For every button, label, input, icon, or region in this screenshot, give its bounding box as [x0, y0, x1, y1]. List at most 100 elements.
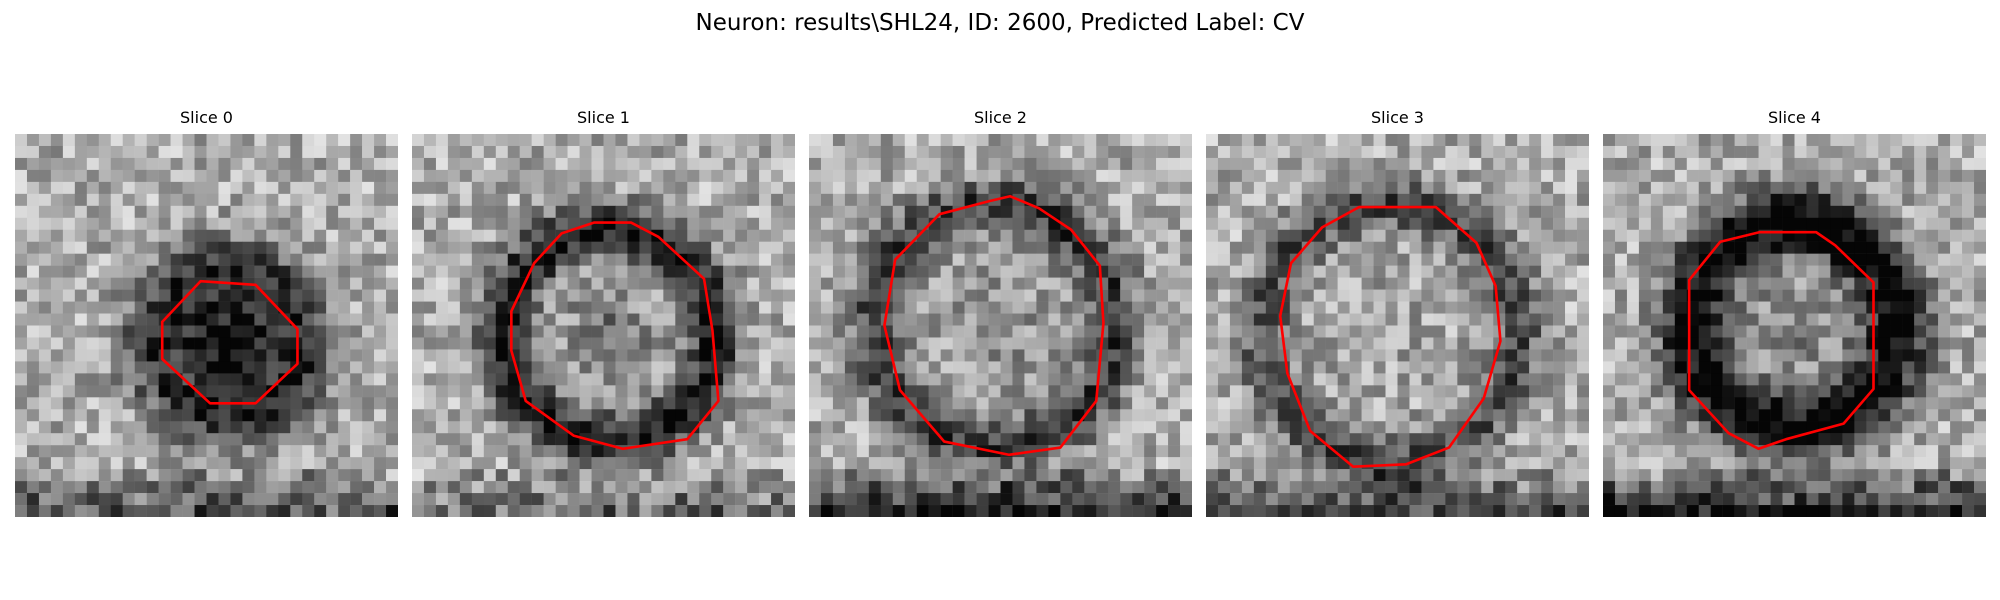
pixel — [531, 134, 544, 147]
pixel — [759, 217, 772, 230]
pixel — [182, 277, 195, 290]
pixel — [759, 493, 772, 506]
pixel — [86, 169, 100, 183]
pixel — [832, 277, 846, 290]
pixel — [904, 373, 917, 386]
pixel — [1842, 157, 1855, 171]
pixel — [1409, 433, 1422, 446]
pixel — [1337, 181, 1350, 195]
pixel — [1830, 193, 1843, 207]
pixel — [1565, 169, 1578, 183]
pixel — [687, 205, 700, 219]
pixel — [15, 277, 28, 290]
pixel — [1024, 409, 1037, 422]
pixel — [651, 313, 664, 326]
pixel — [278, 433, 291, 446]
pixel — [1638, 397, 1652, 410]
pixel — [495, 253, 508, 266]
pixel — [1962, 169, 1975, 183]
pixel — [940, 493, 953, 506]
pixel — [15, 325, 28, 338]
pixel — [86, 253, 100, 266]
pixel — [964, 265, 977, 278]
pixel — [15, 241, 28, 254]
pixel — [928, 325, 941, 338]
pixel — [904, 134, 917, 147]
pixel — [783, 313, 795, 326]
pixel — [1132, 145, 1145, 159]
pixel — [1144, 193, 1157, 207]
pixel — [1000, 325, 1013, 338]
pixel — [374, 457, 387, 470]
pixel — [1517, 193, 1530, 207]
pixel — [1938, 145, 1951, 159]
pixel — [1144, 241, 1157, 254]
pixel — [759, 169, 772, 183]
pixel — [495, 181, 508, 195]
pixel — [134, 313, 147, 326]
pixel — [1024, 253, 1037, 266]
pixel — [1603, 337, 1616, 350]
pixel — [350, 493, 363, 506]
pixel — [519, 145, 532, 159]
pixel — [1433, 217, 1446, 230]
pixel — [447, 205, 461, 219]
pixel — [412, 337, 425, 350]
pixel — [507, 481, 520, 494]
pixel — [254, 421, 267, 434]
pixel — [1782, 301, 1795, 314]
pixel — [1421, 505, 1434, 517]
pixel — [1481, 397, 1494, 410]
pixel — [1890, 301, 1903, 314]
pixel — [206, 145, 219, 159]
pixel — [254, 457, 267, 470]
pixel — [1301, 457, 1314, 470]
pixel — [182, 325, 195, 338]
pixel — [723, 253, 736, 266]
pixel — [1048, 134, 1061, 147]
pixel — [639, 397, 652, 410]
pixel — [374, 265, 387, 278]
pixel — [74, 493, 88, 506]
pixel — [471, 433, 485, 446]
pixel — [1794, 409, 1807, 422]
pixel — [1914, 217, 1927, 230]
pixel — [1541, 409, 1554, 422]
pixel — [1626, 265, 1640, 278]
pixel — [170, 145, 183, 159]
pixel — [1505, 337, 1518, 350]
pixel — [675, 277, 688, 290]
pixel — [194, 457, 207, 470]
pixel — [723, 145, 736, 159]
pixel — [62, 134, 76, 147]
pixel — [1565, 134, 1578, 147]
pixel — [1938, 421, 1951, 434]
pixel — [928, 241, 941, 254]
pixel — [254, 157, 267, 171]
pixel — [1758, 325, 1771, 338]
pixel — [1361, 337, 1374, 350]
pixel — [1048, 433, 1061, 446]
pixel — [1433, 481, 1446, 494]
pixel — [1914, 409, 1927, 422]
pixel — [1385, 493, 1398, 506]
pixel — [1746, 205, 1759, 219]
pixel — [1373, 433, 1386, 446]
pixel — [820, 169, 834, 183]
pixel — [1373, 241, 1386, 254]
pixel — [699, 421, 712, 434]
pixel — [412, 457, 425, 470]
pixel — [314, 421, 327, 434]
pixel — [928, 313, 941, 326]
pixel — [904, 457, 917, 470]
pixel — [687, 493, 700, 506]
pixel — [651, 241, 664, 254]
pixel — [1698, 301, 1711, 314]
pixel — [1722, 277, 1735, 290]
pixel — [1626, 433, 1640, 446]
pixel — [759, 145, 772, 159]
pixel — [459, 241, 473, 254]
pixel — [1024, 181, 1037, 195]
pixel — [362, 181, 375, 195]
pixel — [940, 313, 953, 326]
